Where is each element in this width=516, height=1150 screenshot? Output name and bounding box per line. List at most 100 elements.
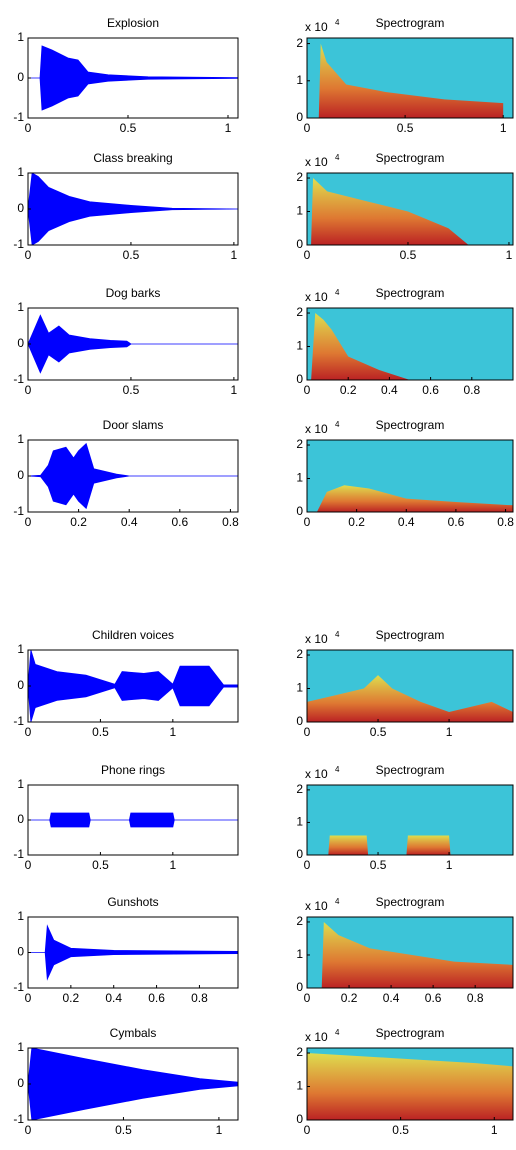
- subplot-title: Spectrogram: [376, 16, 445, 30]
- x-tick-label: 0: [304, 248, 311, 262]
- y-tick-label: 1: [17, 642, 24, 656]
- subplot-title: Spectrogram: [376, 628, 445, 642]
- y-tick-label: 1: [17, 300, 24, 314]
- x-tick-label: 0.4: [383, 991, 400, 1005]
- y-tick-label: 1: [296, 204, 303, 218]
- x-tick-label: 1: [491, 1123, 498, 1137]
- subplot-title: Cymbals: [110, 1026, 157, 1040]
- waveform-envelope: [28, 1048, 238, 1120]
- y-tick-label: 0: [17, 201, 24, 215]
- y-tick-label: 2: [296, 914, 303, 928]
- x-tick-label: 0.5: [397, 121, 414, 135]
- y-scale-label: x 10: [305, 899, 328, 913]
- x-tick-label: 0: [25, 383, 32, 397]
- x-tick-label: 0.2: [70, 515, 87, 529]
- axes-frame: [306, 784, 514, 856]
- y-tick-label: 1: [296, 471, 303, 485]
- y-tick-label: 0: [296, 980, 303, 994]
- energy-region: [328, 835, 451, 855]
- x-tick-label: 1: [500, 121, 507, 135]
- x-tick-label: 1: [446, 858, 453, 872]
- subplot-title: Door slams: [103, 418, 164, 432]
- x-tick-label: 0.5: [115, 1123, 132, 1137]
- plot-area: [28, 442, 238, 510]
- y-scale-exponent: 4: [335, 288, 340, 297]
- subplot-title: Spectrogram: [376, 286, 445, 300]
- x-tick-label: 0.5: [92, 858, 109, 872]
- y-tick-label: 1: [17, 432, 24, 446]
- energy-region: [321, 921, 513, 988]
- x-tick-label: 1: [506, 248, 513, 262]
- x-tick-label: 0.5: [123, 383, 140, 397]
- x-tick-label: 0.6: [148, 991, 165, 1005]
- y-tick-label: 0: [296, 714, 303, 728]
- energy-region: [318, 43, 504, 118]
- x-tick-label: 0: [304, 383, 311, 397]
- y-tick-label: 2: [296, 170, 303, 184]
- x-tick-label: 0.2: [341, 991, 358, 1005]
- waveform-envelope: [28, 442, 238, 510]
- energy-region: [311, 313, 410, 380]
- y-scale-label: x 10: [305, 767, 328, 781]
- subplot-title: Spectrogram: [376, 151, 445, 165]
- y-tick-label: 2: [296, 1045, 303, 1059]
- y-tick-label: 1: [296, 681, 303, 695]
- y-tick-label: -1: [13, 504, 24, 518]
- x-tick-label: 0.2: [348, 515, 365, 529]
- y-tick-label: 2: [296, 647, 303, 661]
- x-tick-label: 0.4: [121, 515, 138, 529]
- x-tick-label: 0.5: [120, 121, 137, 135]
- x-tick-label: 0: [304, 725, 311, 739]
- waveform-envelope: [28, 314, 238, 374]
- y-tick-label: 0: [296, 847, 303, 861]
- y-tick-label: 2: [296, 36, 303, 50]
- y-tick-label: -1: [13, 714, 24, 728]
- axes-frame: [306, 172, 514, 246]
- subplot-title: Spectrogram: [376, 763, 445, 777]
- x-tick-label: 0: [25, 1123, 32, 1137]
- x-tick-label: 0: [304, 991, 311, 1005]
- waveform-envelope: [28, 45, 238, 111]
- y-tick-label: 0: [296, 372, 303, 386]
- x-tick-label: 0.4: [105, 991, 122, 1005]
- energy-region: [316, 485, 513, 512]
- x-tick-label: 0: [304, 1123, 311, 1137]
- x-tick-label: 1: [446, 725, 453, 739]
- x-tick-label: 0.2: [340, 383, 357, 397]
- x-tick-label: 1: [169, 858, 176, 872]
- subplot-title: Phone rings: [101, 763, 165, 777]
- plot-area: [307, 173, 513, 245]
- x-tick-label: 0.5: [400, 248, 417, 262]
- waveform-envelope: [28, 812, 238, 828]
- y-scale-exponent: 4: [335, 18, 340, 27]
- y-tick-label: 0: [17, 468, 24, 482]
- plot-area: [28, 173, 238, 245]
- y-scale-label: x 10: [305, 155, 328, 169]
- x-tick-label: 0.8: [467, 991, 484, 1005]
- y-tick-label: 1: [17, 1040, 24, 1054]
- subplot-title: Gunshots: [107, 895, 158, 909]
- energy-region: [307, 675, 513, 722]
- x-tick-label: 0.4: [398, 515, 415, 529]
- axes-frame: [306, 1047, 514, 1121]
- plot-area: [307, 785, 513, 855]
- x-tick-label: 0.6: [425, 991, 442, 1005]
- y-tick-label: 0: [17, 678, 24, 692]
- plot-area: [28, 924, 238, 981]
- plot-area: [28, 650, 238, 722]
- y-scale-exponent: 4: [335, 765, 340, 774]
- x-tick-label: 0.6: [171, 515, 188, 529]
- subplot-title: Dog barks: [106, 286, 161, 300]
- plot-area: [307, 308, 513, 380]
- subplot-title: Children voices: [92, 628, 174, 642]
- y-tick-label: 0: [17, 1076, 24, 1090]
- y-scale-label: x 10: [305, 632, 328, 646]
- x-tick-label: 0.8: [191, 991, 208, 1005]
- x-tick-label: 0: [25, 858, 32, 872]
- plot-area: [307, 1048, 513, 1120]
- y-tick-label: 0: [296, 1112, 303, 1126]
- plot-area: [28, 1048, 238, 1120]
- subplot-title: Spectrogram: [376, 418, 445, 432]
- plot-area: [307, 440, 513, 512]
